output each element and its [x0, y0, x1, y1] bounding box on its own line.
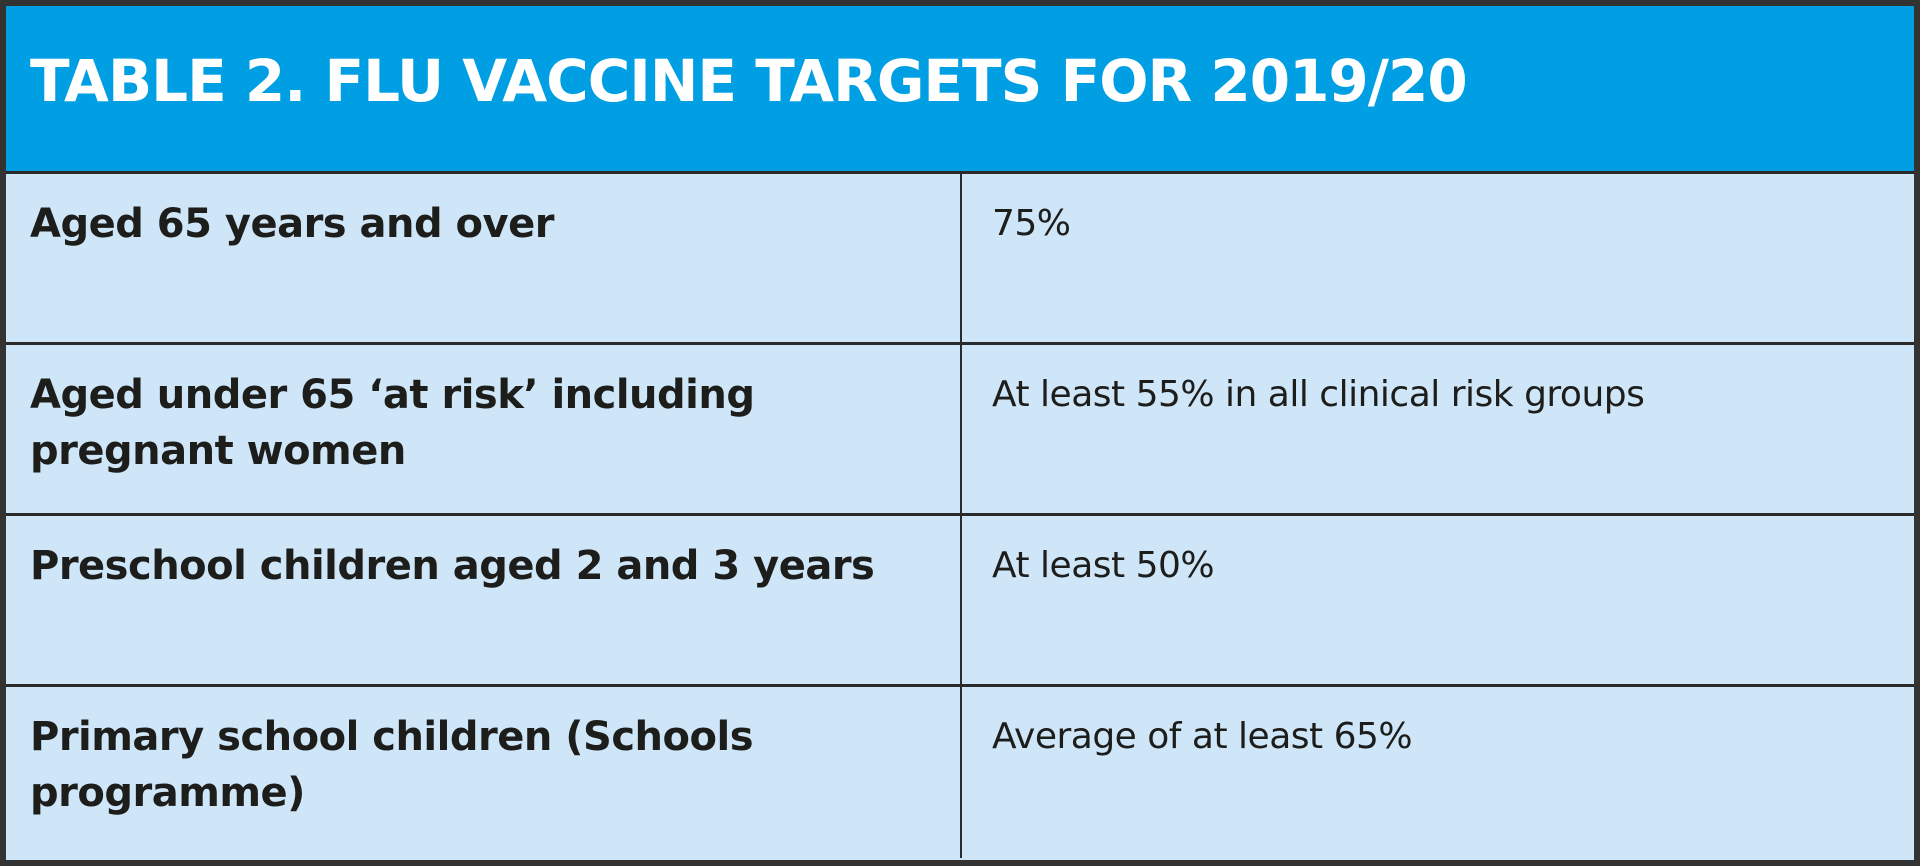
table-row: Aged under 65 ‘at risk’ including pregna… [6, 345, 1914, 516]
table-row: Primary school children (Schools program… [6, 687, 1914, 858]
target-value: At least 55% in all clinical risk groups [992, 374, 1645, 415]
group-label: Aged under 65 ‘at risk’ including pregna… [30, 372, 755, 474]
table-title: TABLE 2. FLU VACCINE TARGETS FOR 2019/20 [30, 47, 1468, 115]
group-label: Aged 65 years and over [30, 201, 554, 247]
group-cell: Aged under 65 ‘at risk’ including pregna… [6, 345, 962, 513]
group-label: Preschool children aged 2 and 3 years [30, 543, 875, 589]
group-cell: Primary school children (Schools program… [6, 687, 962, 858]
group-cell: Preschool children aged 2 and 3 years [6, 516, 962, 684]
table-header: TABLE 2. FLU VACCINE TARGETS FOR 2019/20 [6, 6, 1914, 174]
group-cell: Aged 65 years and over [6, 174, 962, 342]
target-cell: At least 50% [962, 516, 1914, 684]
table-row: Preschool children aged 2 and 3 years At… [6, 516, 1914, 687]
target-cell: 75% [962, 174, 1914, 342]
target-cell: Average of at least 65% [962, 687, 1914, 858]
group-label: Primary school children (Schools program… [30, 714, 754, 816]
target-value: At least 50% [992, 545, 1215, 586]
table-body: Aged 65 years and over 75% Aged under 65… [6, 174, 1914, 866]
target-cell: At least 55% in all clinical risk groups [962, 345, 1914, 513]
target-value: 75% [992, 203, 1071, 244]
target-value: Average of at least 65% [992, 716, 1413, 757]
table-row: Aged 65 years and over 75% [6, 174, 1914, 345]
